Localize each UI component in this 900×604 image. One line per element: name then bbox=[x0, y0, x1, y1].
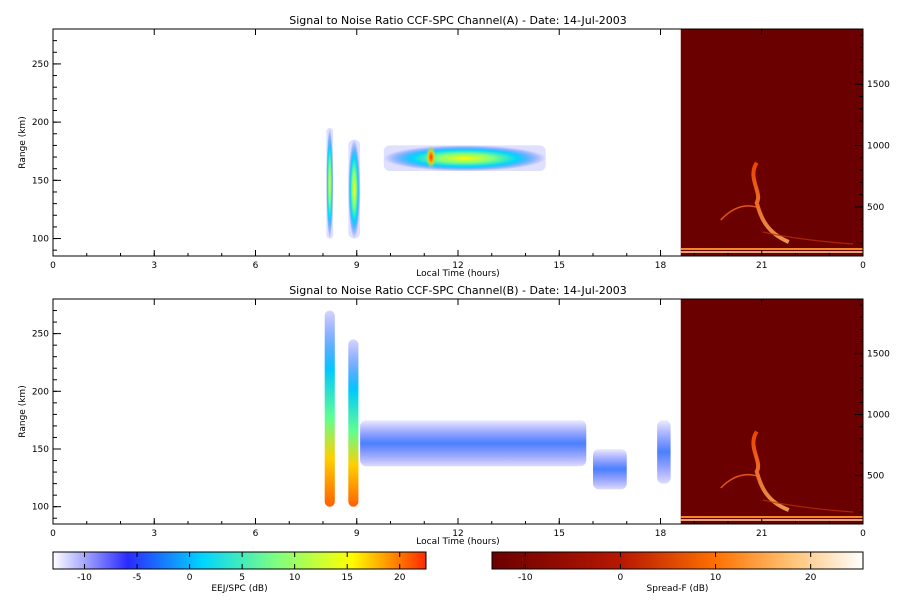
spread-f-plume-branch bbox=[720, 473, 759, 489]
echo-0 bbox=[324, 310, 335, 507]
x-tick-label: 9 bbox=[354, 529, 360, 539]
spread-f-panel bbox=[680, 299, 863, 524]
x-axis-label: Local Time (hours) bbox=[416, 269, 499, 279]
chart-title: Signal to Noise Ratio CCF-SPC Channel(B)… bbox=[289, 284, 627, 297]
spread-f-plume-branch bbox=[720, 205, 759, 221]
x-tick-label: 12 bbox=[452, 261, 463, 271]
spread-f-panel bbox=[680, 29, 863, 256]
right-tick-label: 500 bbox=[867, 203, 884, 213]
x-tick-label: 3 bbox=[151, 529, 157, 539]
x-tick-label: 12 bbox=[452, 529, 463, 539]
spread-f-layer bbox=[680, 251, 863, 253]
y-tick-label: 200 bbox=[32, 387, 49, 397]
colorbar-tick-label: -10 bbox=[518, 573, 533, 583]
colorbar-tick-label: 0 bbox=[618, 573, 624, 583]
spread-f-trail bbox=[762, 499, 854, 513]
colorbar-tick-label: 10 bbox=[289, 573, 301, 583]
colorbar-tick-label: -10 bbox=[77, 573, 92, 583]
colorbars: -10 -5 0 5 10 15 20 EEJ/SPC (dB) -10 0 10 20 Spread-… bbox=[52, 551, 864, 594]
x-tick-label: 18 bbox=[655, 529, 667, 539]
colorbar-tick-label: 20 bbox=[805, 573, 817, 583]
x-tick-label: 0 bbox=[860, 261, 866, 271]
echo-4 bbox=[657, 420, 671, 484]
colorbar-label: EEJ/SPC (dB) bbox=[211, 584, 267, 594]
right-tick-label: 1500 bbox=[867, 80, 890, 90]
echo-1 bbox=[348, 139, 361, 239]
colorbar-gradient bbox=[491, 551, 864, 570]
y-tick-label: 250 bbox=[32, 330, 49, 340]
x-tick-label: 0 bbox=[860, 529, 866, 539]
x-tick-label: 3 bbox=[151, 261, 157, 271]
x-tick-label: 18 bbox=[655, 261, 667, 271]
x-tick-label: 6 bbox=[253, 529, 259, 539]
spread-f-plume bbox=[751, 161, 790, 244]
y-axis-label: Range (km) bbox=[18, 116, 28, 168]
colorbar-1: -10 0 10 20 Spread-F (dB) bbox=[491, 551, 864, 594]
y-tick-label: 100 bbox=[32, 235, 49, 245]
y-tick-label: 100 bbox=[32, 503, 49, 513]
colorbar-tick-label: 5 bbox=[239, 573, 245, 583]
right-tick-label: 1500 bbox=[867, 350, 890, 360]
colorbar-tick-label: 0 bbox=[187, 573, 193, 583]
panel-a: 0 3 6 9 12 15 18 21 0 100 150 200 250 500 1000 1500 Sign… bbox=[18, 14, 890, 279]
x-axis-label: Local Time (hours) bbox=[416, 537, 499, 547]
right-tick-label: 1000 bbox=[867, 411, 890, 421]
echo-2 bbox=[360, 420, 587, 467]
colorbar-gradient bbox=[52, 551, 427, 570]
x-tick-label: 15 bbox=[554, 529, 565, 539]
spread-f-layer bbox=[680, 516, 863, 518]
right-tick-label: 1000 bbox=[867, 142, 890, 152]
y-axis-label: Range (km) bbox=[18, 385, 28, 437]
spread-f-plume bbox=[751, 430, 790, 512]
x-tick-label: 9 bbox=[354, 261, 360, 271]
colorbar-tick-label: -5 bbox=[133, 573, 142, 583]
x-tick-label: 21 bbox=[756, 529, 767, 539]
colorbar-tick-label: 15 bbox=[341, 573, 352, 583]
echo-2 bbox=[383, 145, 546, 172]
x-tick-label: 15 bbox=[554, 261, 565, 271]
echo-3 bbox=[425, 145, 437, 169]
spread-f-layer bbox=[680, 519, 863, 521]
panel-b: 0 3 6 9 12 15 18 21 0 100 150 200 250 500 1000 1500 Sign… bbox=[18, 284, 890, 547]
echo-1 bbox=[348, 339, 359, 507]
colorbar-0: -10 -5 0 5 10 15 20 EEJ/SPC (dB) bbox=[52, 551, 427, 594]
y-tick-label: 200 bbox=[32, 118, 49, 128]
panels: 0 3 6 9 12 15 18 21 010015020025050010001500Sign… bbox=[18, 14, 890, 547]
y-tick-label: 250 bbox=[32, 60, 49, 70]
y-tick-label: 150 bbox=[32, 176, 49, 186]
x-tick-label: 0 bbox=[50, 529, 56, 539]
colorbar-label: Spread-F (dB) bbox=[647, 584, 709, 594]
spread-f-trail bbox=[762, 231, 854, 245]
colorbar-tick-label: 10 bbox=[710, 573, 722, 583]
right-tick-label: 500 bbox=[867, 471, 884, 481]
y-tick-label: 150 bbox=[32, 445, 49, 455]
x-tick-label: 6 bbox=[253, 261, 259, 271]
echo-3 bbox=[593, 449, 627, 490]
x-tick-label: 21 bbox=[756, 261, 767, 271]
x-tick-label: 0 bbox=[50, 261, 56, 271]
colorbar-tick-label: 20 bbox=[394, 573, 406, 583]
echo-0 bbox=[326, 127, 334, 239]
chart-title: Signal to Noise Ratio CCF-SPC Channel(A)… bbox=[289, 14, 627, 27]
spread-f-layer bbox=[680, 248, 863, 250]
